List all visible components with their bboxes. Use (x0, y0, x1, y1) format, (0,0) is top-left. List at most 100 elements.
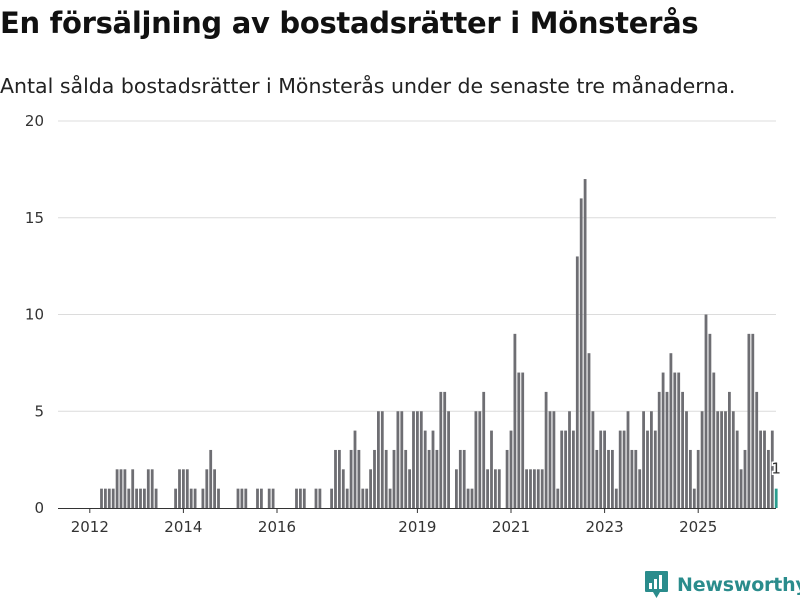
bar (540, 469, 544, 508)
bar (575, 256, 579, 508)
bar (404, 449, 408, 508)
bar (416, 411, 419, 508)
bar (470, 488, 474, 508)
bar (419, 411, 423, 508)
y-tick-label: 5 (34, 402, 44, 420)
bar (614, 488, 618, 508)
bar (685, 411, 688, 508)
y-tick-label: 15 (25, 209, 44, 227)
bar (720, 411, 723, 508)
bar (494, 469, 497, 508)
bar (704, 314, 708, 508)
bar (182, 469, 185, 508)
bar (146, 469, 150, 508)
newsworthy-logo-icon (645, 571, 668, 598)
bar (759, 430, 762, 508)
bar (716, 411, 720, 508)
bar (536, 469, 540, 508)
bar (135, 488, 138, 508)
bar (302, 488, 306, 508)
bar (669, 353, 673, 508)
y-tick-label: 0 (34, 499, 44, 517)
bar (154, 488, 158, 508)
bar (599, 430, 603, 508)
bar (603, 430, 606, 508)
bar (384, 449, 388, 508)
bar (611, 449, 614, 508)
bar (544, 391, 548, 508)
bar (587, 353, 591, 508)
data-label: 1 (771, 460, 781, 478)
bar (724, 411, 727, 508)
brand: Newsworthy (644, 570, 800, 600)
bar (747, 333, 751, 508)
x-tick-label: 2023 (586, 518, 624, 536)
bar (642, 411, 645, 508)
bar (244, 488, 248, 508)
bar (100, 488, 103, 508)
bar (139, 488, 142, 508)
bar (560, 430, 564, 508)
bar (295, 488, 298, 508)
bar (529, 469, 532, 508)
bar (427, 449, 431, 508)
highlighted-bar (774, 488, 778, 508)
bar (763, 430, 766, 508)
bar (739, 469, 743, 508)
bar (770, 430, 774, 508)
bar (689, 449, 692, 508)
bar (728, 391, 731, 508)
bar (150, 469, 154, 508)
bar (466, 488, 470, 508)
bar (205, 469, 209, 508)
bar (412, 411, 415, 508)
bar (657, 391, 661, 508)
bar (630, 449, 634, 508)
bar (107, 488, 111, 508)
bar (443, 391, 447, 508)
bar (127, 488, 131, 508)
bar (201, 488, 205, 508)
bar (455, 469, 458, 508)
bar (377, 411, 380, 508)
bar (119, 469, 123, 508)
bar (341, 469, 345, 508)
bar (735, 430, 739, 508)
bar (189, 488, 193, 508)
brand-name: Newsworthy (677, 574, 800, 596)
y-tick-label: 20 (25, 112, 44, 130)
bar (217, 488, 220, 508)
bar (622, 430, 626, 508)
bar (236, 488, 240, 508)
bar (361, 488, 365, 508)
bar (607, 449, 610, 508)
bar (564, 430, 567, 508)
bar (497, 469, 501, 508)
chart-title: En försäljning av bostadsrätter i Mönste… (0, 6, 699, 40)
bar (260, 488, 263, 508)
x-tick-label: 2021 (492, 518, 530, 536)
bar (431, 430, 435, 508)
x-tick-label: 2025 (679, 518, 717, 536)
bar (353, 430, 357, 508)
bar (256, 488, 259, 508)
bar (533, 469, 536, 508)
bar (626, 411, 630, 508)
bar (509, 430, 513, 508)
bar (767, 449, 770, 508)
bar (505, 449, 509, 508)
bar (143, 488, 146, 508)
bar (696, 449, 700, 508)
bar (552, 411, 556, 508)
bar (712, 372, 716, 508)
bar (185, 469, 189, 508)
bar (474, 411, 478, 508)
bar (681, 391, 684, 508)
bar (299, 488, 302, 508)
bar (583, 179, 587, 509)
bar (131, 469, 135, 508)
bar (743, 449, 747, 508)
bar (271, 488, 275, 508)
bar (111, 488, 115, 508)
bar (646, 430, 649, 508)
